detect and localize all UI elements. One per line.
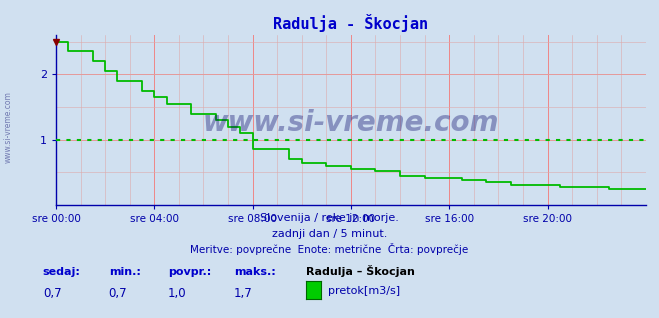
Text: pretok[m3/s]: pretok[m3/s] xyxy=(328,286,399,296)
Text: Slovenija / reke in morje.: Slovenija / reke in morje. xyxy=(260,213,399,223)
Text: 0,7: 0,7 xyxy=(43,287,61,300)
Text: www.si-vreme.com: www.si-vreme.com xyxy=(203,109,499,137)
Text: 1,7: 1,7 xyxy=(234,287,252,300)
Text: sedaj:: sedaj: xyxy=(43,267,80,277)
Text: 0,7: 0,7 xyxy=(109,287,127,300)
Text: Meritve: povprečne  Enote: metrične  Črta: povprečje: Meritve: povprečne Enote: metrične Črta:… xyxy=(190,243,469,255)
Text: maks.:: maks.: xyxy=(234,267,275,277)
Text: povpr.:: povpr.: xyxy=(168,267,212,277)
Text: min.:: min.: xyxy=(109,267,140,277)
Text: www.si-vreme.com: www.si-vreme.com xyxy=(3,91,13,163)
Text: zadnji dan / 5 minut.: zadnji dan / 5 minut. xyxy=(272,229,387,239)
Text: 1,0: 1,0 xyxy=(168,287,186,300)
Title: Radulja - Škocjan: Radulja - Škocjan xyxy=(273,14,428,32)
Text: Radulja – Škocjan: Radulja – Škocjan xyxy=(306,265,415,277)
